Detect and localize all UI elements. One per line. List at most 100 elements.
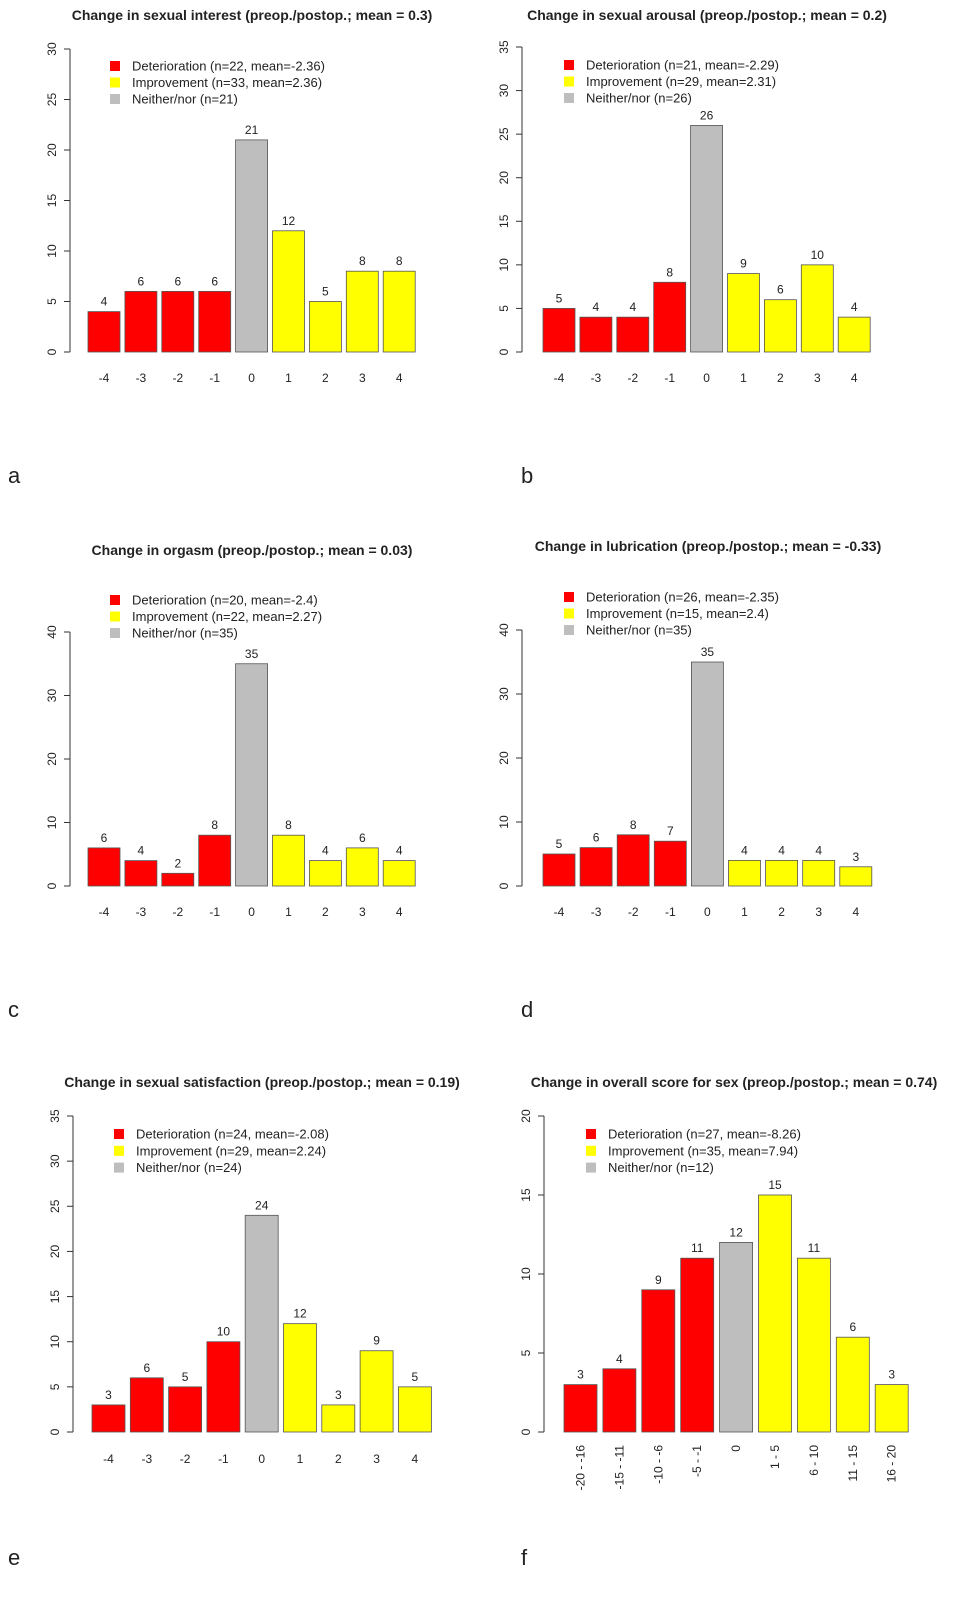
data-label: 6 (174, 274, 181, 288)
legend-entry: Improvement (n=29, mean=2.24) (136, 1143, 326, 1158)
chart-title: Change in lubrication (preop./postop.; m… (535, 538, 882, 554)
x-tick-label: -3 (141, 1452, 152, 1466)
data-label: 3 (335, 1388, 342, 1402)
bar (272, 230, 305, 353)
bar (87, 311, 121, 353)
x-tick-label: -3 (591, 905, 602, 919)
legend-entry: Improvement (n=33, mean=2.36) (132, 75, 322, 90)
x-tick-label: 0 (248, 371, 255, 385)
bar (802, 860, 836, 887)
bar (542, 853, 576, 887)
x-tick-label: 0 (703, 371, 710, 385)
x-tick-label: -1 (209, 371, 220, 385)
legend-entry: Improvement (n=29, mean=2.31) (586, 74, 776, 89)
y-tick-label: 0 (45, 348, 59, 355)
data-label: 9 (655, 1273, 662, 1287)
legend-swatch (110, 77, 120, 88)
x-tick-label: -4 (99, 905, 110, 919)
bar (602, 1368, 637, 1433)
bar (206, 1341, 241, 1433)
x-tick-label: -4 (554, 371, 565, 385)
legend-entry: Deterioration (n=26, mean=-2.35) (586, 590, 779, 605)
legend-entry: Neither/nor (n=24) (136, 1160, 242, 1175)
legend-swatch (586, 1162, 596, 1173)
chart-panel-c: Change in orgasm (preop./postop.; mean =… (8, 542, 416, 1022)
data-label: 4 (778, 843, 785, 857)
data-label: 24 (255, 1198, 269, 1212)
bar (680, 1257, 715, 1433)
y-tick-label: 15 (497, 214, 511, 228)
y-tick-label: 10 (497, 815, 511, 829)
legend-swatch (564, 93, 574, 103)
legend-swatch (114, 1145, 124, 1156)
bar (765, 860, 798, 887)
y-tick-label: 20 (48, 1244, 62, 1258)
bar (874, 1384, 909, 1433)
panel-label: e (8, 1545, 20, 1570)
x-tick-label: 6 - 10 (807, 1445, 821, 1476)
legend-entry: Neither/nor (n=12) (608, 1160, 714, 1175)
data-label: 5 (182, 1370, 189, 1384)
chart-panel-d: Change in lubrication (preop./postop.; m… (497, 538, 881, 1022)
x-tick-label: -15 - -11 (612, 1445, 626, 1490)
chart-panel-a: Change in sexual interest (preop./postop… (8, 7, 432, 488)
x-tick-label: -20 - -16 (574, 1445, 588, 1491)
bar (308, 860, 342, 887)
data-label: 4 (741, 843, 748, 857)
x-tick-label: 4 (851, 371, 858, 385)
y-tick-label: 30 (497, 84, 511, 98)
bar (345, 847, 379, 887)
bar (616, 834, 650, 887)
y-tick-label: 20 (519, 1109, 533, 1123)
legend-entry: Deterioration (n=21, mean=-2.29) (586, 58, 779, 73)
legend-entry: Neither/nor (n=21) (132, 92, 238, 107)
x-tick-label: 4 (852, 905, 859, 919)
data-label: 8 (396, 254, 403, 268)
y-tick-label: 35 (497, 40, 511, 54)
y-tick-label: 5 (519, 1349, 533, 1356)
y-tick-label: 25 (45, 93, 59, 107)
x-tick-label: 2 (335, 1452, 342, 1466)
y-tick-label: 0 (45, 882, 59, 889)
y-tick-label: 0 (48, 1428, 62, 1435)
y-tick-label: 20 (45, 143, 59, 157)
y-tick-label: 10 (45, 816, 59, 830)
data-label: 21 (245, 123, 259, 137)
bar (690, 125, 723, 353)
x-tick-label: 2 (777, 371, 784, 385)
data-label: 35 (245, 647, 259, 661)
x-tick-label: -3 (591, 371, 602, 385)
chart-panel-f: Change in overall score for sex (preop./… (519, 1074, 937, 1570)
data-label: 5 (556, 837, 563, 851)
data-label: 3 (888, 1368, 895, 1382)
bar (129, 1377, 164, 1433)
y-tick-label: 0 (497, 882, 511, 889)
x-tick-label: 3 (815, 905, 822, 919)
data-label: 4 (851, 300, 858, 314)
bar (198, 834, 232, 887)
bar (397, 1386, 432, 1433)
bar (563, 1384, 598, 1433)
bar (764, 299, 797, 353)
y-tick-label: 30 (45, 42, 59, 56)
legend-swatch (110, 595, 120, 605)
y-tick-label: 30 (48, 1154, 62, 1168)
bar (87, 847, 121, 887)
x-tick-label: 4 (396, 371, 403, 385)
bar (837, 316, 871, 353)
bar (653, 281, 687, 353)
y-tick-label: 25 (497, 127, 511, 141)
bar (719, 1242, 753, 1433)
legend-swatch (110, 611, 120, 622)
y-tick-label: 15 (48, 1290, 62, 1304)
bar (797, 1257, 831, 1433)
bar (198, 290, 232, 353)
bar (835, 1336, 870, 1433)
data-label: 5 (556, 291, 563, 305)
bar (839, 866, 873, 887)
y-tick-label: 10 (497, 258, 511, 272)
bar (321, 1404, 356, 1433)
y-tick-label: 10 (48, 1335, 62, 1349)
x-tick-label: 0 (258, 1452, 265, 1466)
legend-swatch (564, 625, 574, 635)
